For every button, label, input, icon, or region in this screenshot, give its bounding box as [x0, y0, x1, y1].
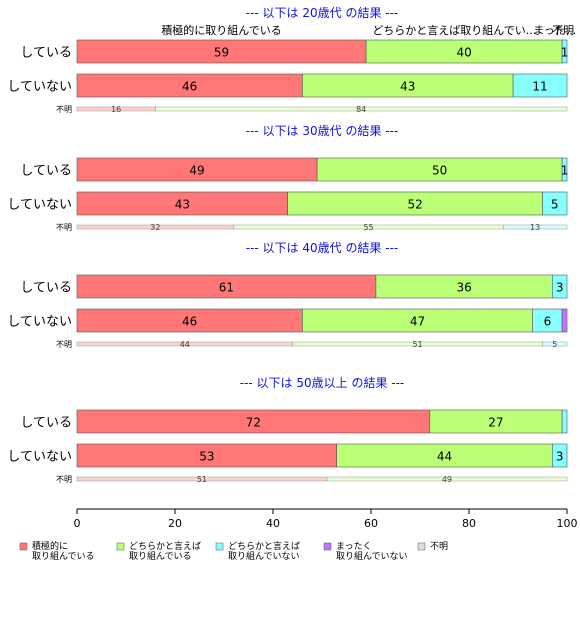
- data-label: 6: [544, 315, 552, 329]
- top-category-label: 不明: [552, 24, 574, 37]
- data-label-unknown: 51: [197, 475, 207, 484]
- data-label: 36: [456, 281, 471, 295]
- data-label: 47: [410, 315, 425, 329]
- data-label-unknown: 5: [552, 340, 557, 349]
- data-label: 11: [532, 80, 547, 94]
- bar-segment: [561, 308, 568, 333]
- section-title: --- 以下は 40歳代 の結果 ---: [246, 241, 399, 255]
- bar-segment: [561, 39, 568, 64]
- data-label: 1: [561, 46, 569, 60]
- data-label: 53: [199, 450, 214, 464]
- row-label-unknown: 不明: [56, 223, 72, 232]
- data-label: 72: [246, 416, 261, 430]
- row-label-unknown: 不明: [56, 340, 72, 349]
- data-label: 61: [219, 281, 234, 295]
- x-tick-label: 80: [462, 517, 476, 530]
- bar-segment: [512, 73, 568, 98]
- legend-label: どちらかと言えば取り組んでいない: [228, 540, 300, 562]
- data-label-unknown: 51: [412, 340, 422, 349]
- legend-swatch: [323, 542, 332, 551]
- bar-segment: [561, 409, 568, 434]
- row-label: していない: [7, 315, 72, 330]
- data-label-unknown: 49: [442, 475, 452, 484]
- top-category-label: どちらかと言えば取り組んでい...: [372, 24, 536, 37]
- legend-swatch: [417, 542, 426, 551]
- data-label-unknown: 84: [356, 105, 366, 114]
- top-category-label: 積極的に取り組んでいる: [161, 23, 281, 37]
- data-label-unknown: 44: [180, 340, 190, 349]
- data-label: 59: [214, 46, 229, 60]
- data-label: 43: [175, 198, 190, 212]
- data-label-unknown: 13: [530, 223, 540, 232]
- x-tick-label: 20: [168, 517, 182, 530]
- data-label: 46: [182, 315, 197, 329]
- data-label: 44: [437, 450, 452, 464]
- row-label: していない: [7, 198, 72, 213]
- bar-segment: [551, 443, 568, 468]
- bar-segment: [542, 191, 568, 216]
- data-label: 5: [551, 198, 559, 212]
- bar-segment: [561, 157, 568, 182]
- legend-swatch: [215, 542, 224, 551]
- x-tick-label: 40: [266, 517, 280, 530]
- row-label: していない: [7, 450, 72, 465]
- data-label: 40: [456, 46, 471, 60]
- data-label: 1: [561, 164, 569, 178]
- data-label: 43: [400, 80, 415, 94]
- legend-label: 積極的に取り組んでいる: [32, 540, 95, 562]
- data-label: 52: [407, 198, 422, 212]
- legend-label: 不明: [430, 541, 448, 552]
- bar-segment-unknown: [326, 476, 568, 482]
- legend-swatch: [116, 542, 125, 551]
- row-label: している: [20, 281, 72, 296]
- bar-segment-unknown: [542, 341, 568, 347]
- legend-swatch: [19, 542, 28, 551]
- data-label-unknown: 32: [150, 223, 160, 232]
- row-label: している: [20, 46, 72, 61]
- data-label-unknown: 16: [111, 105, 121, 114]
- legend-label: まったく取り組んでいない: [336, 541, 408, 562]
- data-label-unknown: 55: [363, 223, 373, 232]
- legend-label: どちらかと言えば取り組んでいる: [129, 540, 201, 562]
- data-label: 27: [488, 416, 503, 430]
- row-label: している: [20, 164, 72, 179]
- row-label: していない: [7, 80, 72, 95]
- bar-segment: [551, 274, 568, 299]
- section-title: --- 以下は 20歳代 の結果 ---: [246, 6, 399, 20]
- row-label-unknown: 不明: [56, 105, 72, 114]
- data-label: 3: [556, 450, 564, 464]
- data-label: 49: [189, 164, 204, 178]
- top-category-label: まった...: [533, 24, 576, 37]
- data-label: 50: [432, 164, 447, 178]
- section-title: --- 以下は 50歳以上 の結果 ---: [240, 376, 405, 390]
- data-label: 46: [182, 80, 197, 94]
- x-tick-label: 100: [557, 517, 578, 530]
- row-label-unknown: 不明: [56, 475, 72, 484]
- section-title: --- 以下は 30歳代 の結果 ---: [246, 124, 399, 138]
- row-label: している: [20, 416, 72, 431]
- bar-segment-unknown: [155, 106, 568, 112]
- x-tick-label: 60: [364, 517, 378, 530]
- x-tick-label: 0: [74, 517, 81, 530]
- bar-segment-unknown: [503, 224, 568, 230]
- data-label: 3: [556, 281, 564, 295]
